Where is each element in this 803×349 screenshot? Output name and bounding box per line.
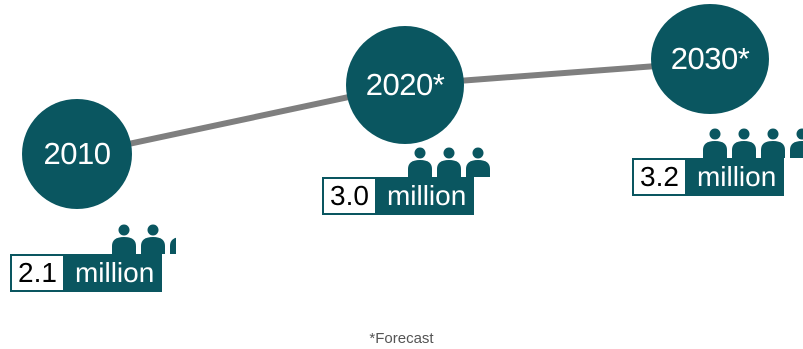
person-icon (112, 224, 136, 254)
year-label: 2030* (670, 41, 750, 76)
population-unit: million (386, 180, 467, 211)
population-stat-2010: 2.1 million (10, 254, 163, 292)
population-stat-2030: 3.2 million (632, 158, 785, 196)
year-node-2020: 2020* (346, 26, 464, 144)
person-icon (703, 128, 727, 158)
person-icon (761, 128, 785, 158)
person-icon (141, 224, 165, 254)
person-icon (170, 237, 176, 254)
person-icon (790, 128, 803, 158)
population-value: 2.1 (10, 254, 65, 292)
person-icon (408, 147, 432, 177)
population-unit: million (696, 161, 777, 192)
footnote: *Forecast (369, 330, 434, 347)
population-unit: million (74, 257, 155, 288)
population-stat-2020: 3.0 million (322, 177, 475, 215)
population-value: 3.2 (632, 158, 687, 196)
year-node-2010: 2010 (22, 99, 132, 209)
year-node-2030: 2030* (651, 4, 769, 114)
population-value: 3.0 (322, 177, 377, 215)
year-label: 2020* (365, 67, 445, 102)
person-icon (466, 147, 490, 177)
people-group-icon (408, 147, 490, 177)
year-label: 2010 (43, 136, 111, 171)
person-icon (732, 128, 756, 158)
people-group-icon (703, 128, 803, 158)
person-icon (437, 147, 461, 177)
people-group-icon (112, 224, 176, 254)
